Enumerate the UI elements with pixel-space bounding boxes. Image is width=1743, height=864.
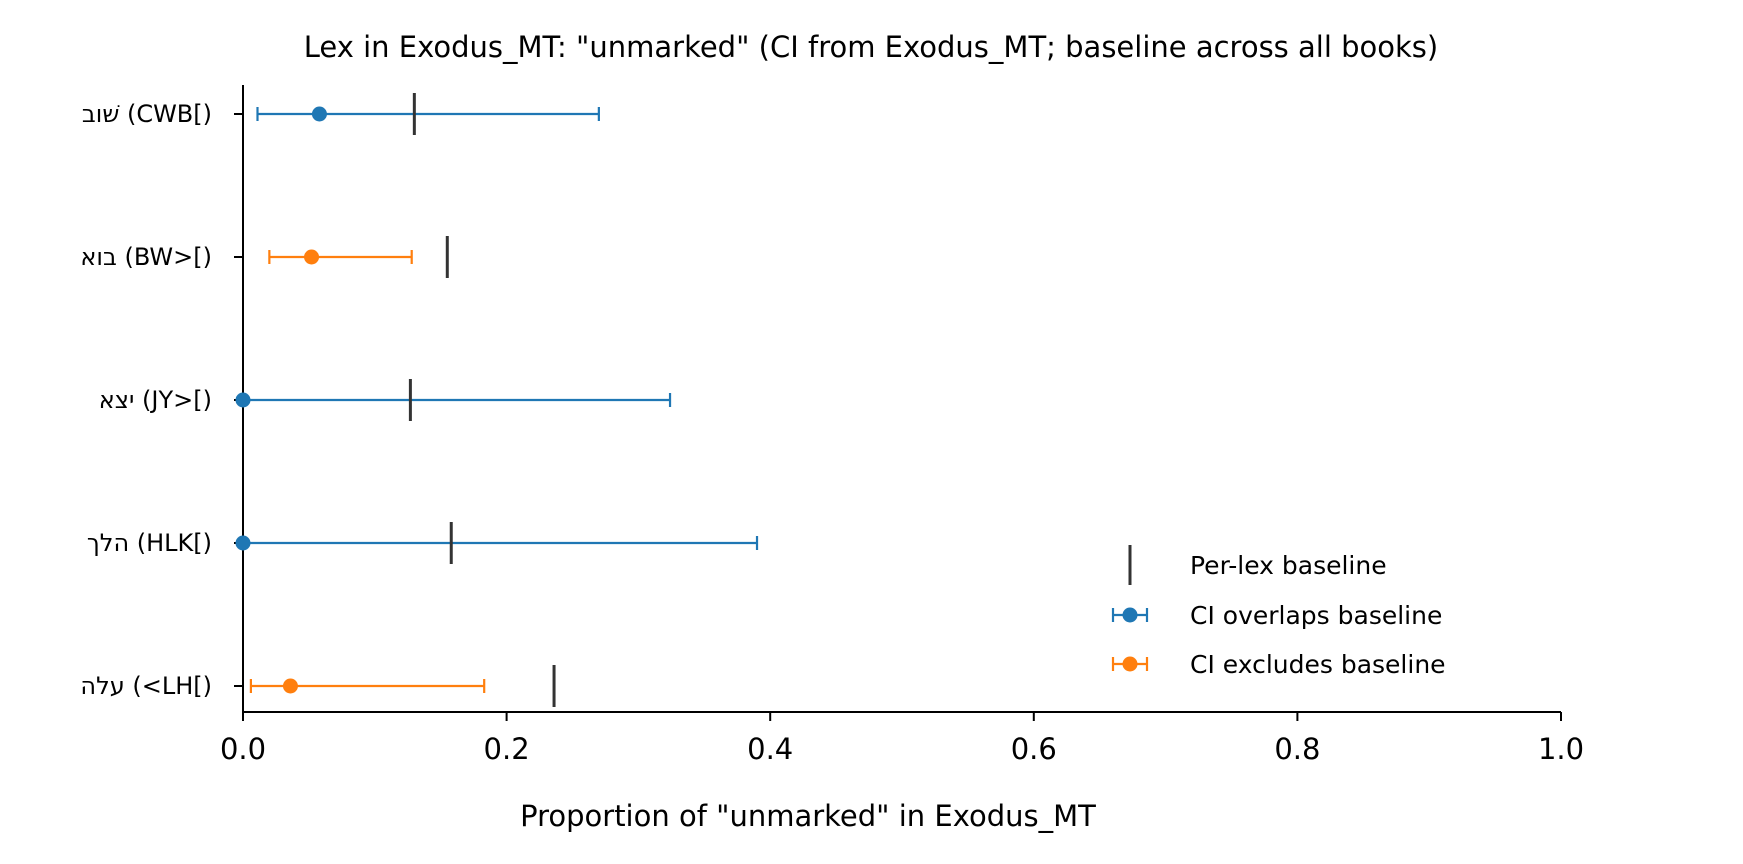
x-tick-label: 1.0 bbox=[1538, 732, 1584, 766]
legend-dot bbox=[1122, 607, 1138, 623]
plot-area: 0.0 0.2 0.4 0.6 0.8 1.0 שׁוב (CWB[) בוא (BW>[) י… bbox=[80, 85, 1584, 766]
point-estimate bbox=[235, 535, 251, 551]
legend-label: CI excludes baseline bbox=[1190, 650, 1446, 679]
legend-dot bbox=[1122, 656, 1138, 672]
point-estimate bbox=[311, 106, 327, 122]
y-tick-label: עלה (<LH[) bbox=[80, 672, 212, 700]
x-axis-label: Proportion of "unmarked" in Exodus_MT bbox=[520, 799, 1096, 833]
x-tick-label: 0.0 bbox=[220, 732, 266, 766]
x-tick-label: 0.6 bbox=[1011, 732, 1057, 766]
point-estimate bbox=[304, 249, 320, 265]
y-tick-label: הלך (HLK[) bbox=[87, 529, 212, 557]
x-tick-label: 0.8 bbox=[1274, 732, 1320, 766]
chart-title: Lex in Exodus_MT: "unmarked" (CI from Ex… bbox=[304, 30, 1438, 64]
point-estimate bbox=[235, 392, 251, 408]
legend: Per-lex baseline CI overlaps baseline CI e… bbox=[1111, 545, 1446, 679]
legend-label: Per-lex baseline bbox=[1190, 551, 1387, 580]
x-tick-label: 0.2 bbox=[484, 732, 530, 766]
y-tick-label: בוא (BW>[) bbox=[80, 243, 212, 271]
y-tick-label: יצא (JY>[) bbox=[99, 386, 212, 414]
y-tick-label: שׁוב (CWB[) bbox=[82, 100, 212, 128]
point-estimate bbox=[282, 678, 298, 694]
x-tick-label: 0.4 bbox=[747, 732, 793, 766]
legend-label: CI overlaps baseline bbox=[1190, 601, 1442, 630]
